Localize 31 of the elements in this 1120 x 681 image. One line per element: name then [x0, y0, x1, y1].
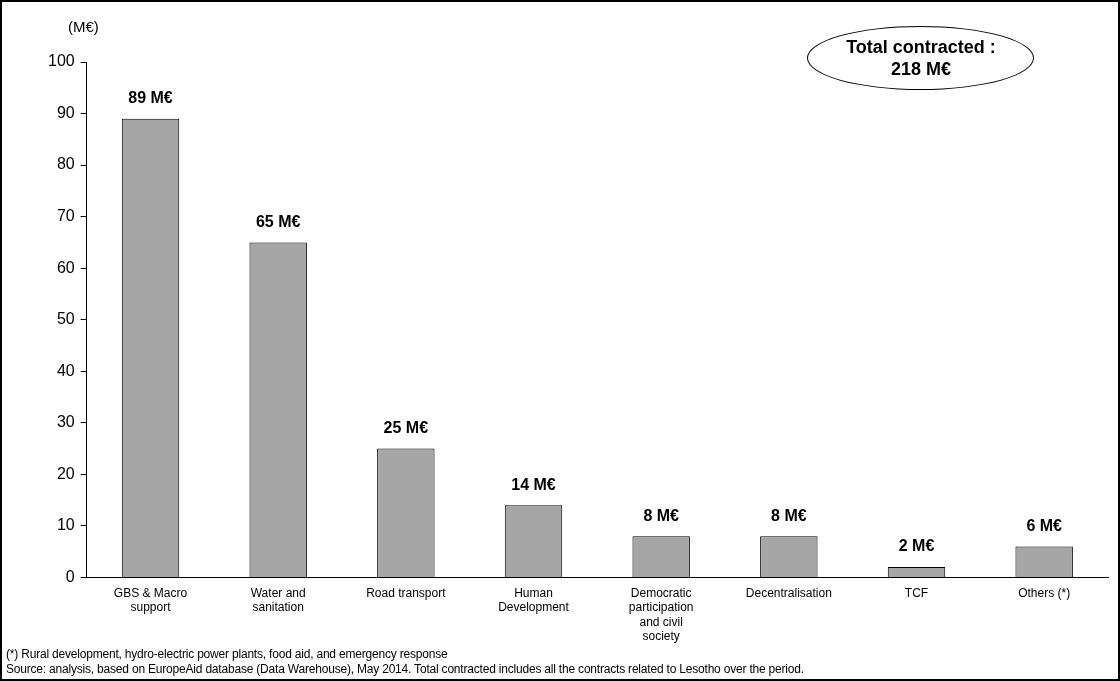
y-tick-label: 0 — [65, 567, 75, 585]
source-note: Source: analysis, based on EuropeAid database (Data Warehouse), May 2014. Total contracted includes all the contracts related to Lesotho over the period. — [6, 662, 804, 677]
data-label: 65 M€ — [255, 212, 301, 230]
y-tick-label: 100 — [47, 52, 75, 70]
data-label: 8 M€ — [771, 506, 807, 524]
y-tick-label: 70 — [56, 207, 75, 225]
x-tick-label: TCF — [904, 585, 929, 600]
x-tick-label: Human Development — [498, 585, 570, 615]
y-tick-label: 40 — [56, 361, 75, 379]
y-tick-label: 10 — [56, 516, 75, 534]
data-label: 25 M€ — [383, 418, 429, 436]
x-tick-label: Decentralisation — [745, 585, 832, 600]
text: (*) Rural development, hydro-electric power plants, food aid, and emergency response — [6, 647, 449, 662]
annotation: Total contracted : 218 M€ — [845, 36, 997, 80]
data-label: 89 M€ — [128, 89, 173, 107]
y-tick-label: 30 — [56, 413, 75, 431]
x-tick-label: GBS & Macro support — [113, 585, 188, 615]
y-tick-label: 20 — [56, 464, 75, 482]
y-tick-label: 50 — [56, 310, 75, 328]
data-label: 6 M€ — [1026, 516, 1063, 534]
data-label: 8 M€ — [643, 506, 680, 524]
y-axis-title: (M€) — [68, 18, 99, 35]
x-tick-label: Democratic participation and civil society — [628, 585, 694, 644]
y-tick-label: 90 — [56, 103, 75, 121]
y-tick-label: 80 — [56, 155, 75, 173]
data-label: 14 M€ — [511, 475, 556, 493]
x-tick-label: Road transport — [366, 585, 447, 600]
data-label: 2 M€ — [898, 537, 935, 555]
x-tick-label: Water and sanitation — [250, 585, 306, 615]
x-tick-label: Others (*) — [1018, 585, 1071, 600]
y-tick-label: 60 — [56, 258, 75, 276]
